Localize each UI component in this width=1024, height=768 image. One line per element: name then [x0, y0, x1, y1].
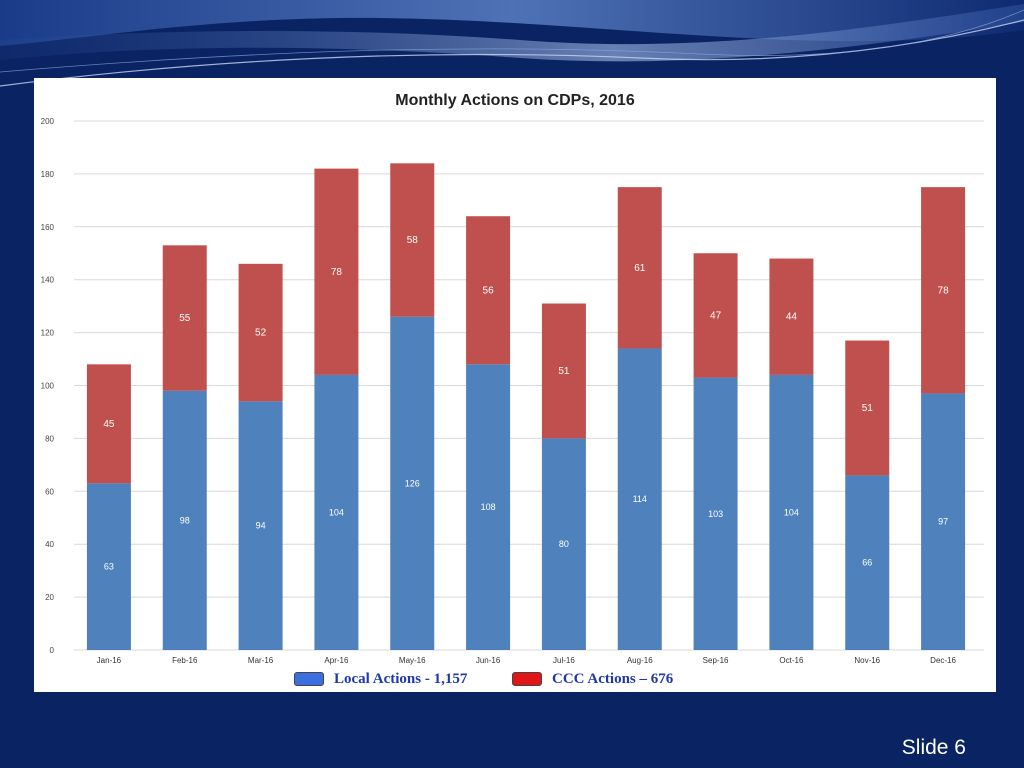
data-label-local: 104 — [784, 507, 799, 517]
bar-local — [314, 374, 359, 650]
data-label-local: 98 — [180, 515, 190, 525]
x-tick-label: Jan-16 — [97, 656, 122, 665]
x-tick-label: Jul-16 — [553, 656, 575, 665]
data-label-local: 114 — [633, 494, 647, 504]
legend-label-local: Local Actions - 1,157 — [334, 670, 468, 687]
data-label-ccc: 51 — [862, 403, 874, 414]
legend-label-ccc: CCC Actions – 676 — [552, 670, 674, 687]
y-tick-label: 140 — [41, 276, 55, 285]
legend-swatch-ccc — [512, 672, 542, 686]
bar-local — [617, 348, 662, 650]
data-label-ccc: 55 — [179, 313, 191, 324]
data-label-local: 80 — [559, 539, 569, 549]
y-tick-label: 20 — [45, 593, 54, 602]
data-label-local: 94 — [256, 521, 266, 531]
bar-local — [238, 401, 283, 650]
y-tick-label: 120 — [41, 329, 55, 338]
legend-swatch-local — [294, 672, 324, 686]
y-tick-label: 100 — [41, 382, 55, 391]
bar-local — [86, 483, 131, 650]
chart-title: Monthly Actions on CDPs, 2016 — [395, 92, 635, 109]
y-tick-label: 200 — [41, 117, 55, 126]
slide-number: Slide 6 — [901, 736, 966, 759]
stacked-bar-chart: Monthly Actions on CDPs, 2016 0 20 40 60 80 10… — [41, 92, 984, 665]
x-tick-label: Sep-16 — [703, 656, 729, 665]
x-tick-label: Feb-16 — [172, 656, 198, 665]
data-label-ccc: 51 — [558, 366, 570, 377]
x-tick-label: Aug-16 — [627, 656, 653, 665]
bar-ccc — [693, 253, 738, 378]
x-tick-label: Nov-16 — [854, 656, 880, 665]
bar-local — [390, 316, 435, 650]
y-tick-label: 80 — [45, 434, 54, 443]
data-label-local: 104 — [329, 507, 344, 517]
data-label-ccc: 58 — [407, 235, 419, 246]
bar-local — [769, 374, 814, 650]
data-label-ccc: 56 — [483, 285, 495, 296]
bar-ccc — [845, 340, 890, 476]
data-label-local: 66 — [862, 558, 872, 568]
data-label-local: 103 — [708, 509, 723, 519]
x-tick-label: Mar-16 — [248, 656, 274, 665]
bar-local — [466, 364, 511, 650]
y-tick-label: 40 — [45, 540, 54, 549]
data-label-local: 108 — [481, 502, 496, 512]
data-label-ccc: 78 — [938, 285, 950, 296]
data-label-ccc: 45 — [103, 419, 115, 430]
data-label-ccc: 44 — [786, 312, 798, 323]
legend-item-ccc: CCC Actions – 676 — [512, 668, 673, 690]
bar-ccc — [466, 216, 511, 365]
x-tick-label: Oct-16 — [779, 656, 804, 665]
bar-ccc — [162, 245, 207, 391]
bar-local — [845, 475, 890, 650]
data-label-local: 97 — [938, 517, 948, 527]
bar-ccc — [238, 263, 283, 402]
bar-local — [541, 438, 586, 650]
bar-ccc — [390, 163, 435, 317]
x-tick-label: Jun-16 — [476, 656, 501, 665]
data-label-ccc: 52 — [255, 328, 267, 339]
bar-local — [921, 393, 966, 650]
bar-local — [162, 390, 207, 650]
data-label-ccc: 78 — [331, 267, 343, 278]
bar-ccc — [541, 303, 586, 439]
x-tick-label: Apr-16 — [324, 656, 349, 665]
data-label-ccc: 47 — [710, 310, 722, 321]
bar-ccc — [921, 187, 966, 394]
bar-ccc — [617, 187, 662, 349]
data-label-ccc: 61 — [634, 263, 646, 274]
x-tick-label: Dec-16 — [930, 656, 956, 665]
y-tick-label: 0 — [50, 646, 55, 655]
bar-ccc — [314, 168, 359, 375]
data-label-local: 126 — [405, 478, 420, 488]
x-tick-label: May-16 — [399, 656, 426, 665]
legend-item-local: Local Actions - 1,157 — [294, 668, 467, 690]
bar-local — [693, 377, 738, 650]
bar-ccc — [86, 364, 131, 484]
y-tick-label: 160 — [41, 223, 55, 232]
bar-ccc — [769, 258, 814, 375]
y-tick-label: 60 — [45, 487, 54, 496]
chart-panel: Monthly Actions on CDPs, 2016 0 20 40 60 80 10… — [34, 78, 996, 692]
data-label-local: 63 — [104, 562, 114, 572]
y-tick-label: 180 — [41, 170, 55, 179]
